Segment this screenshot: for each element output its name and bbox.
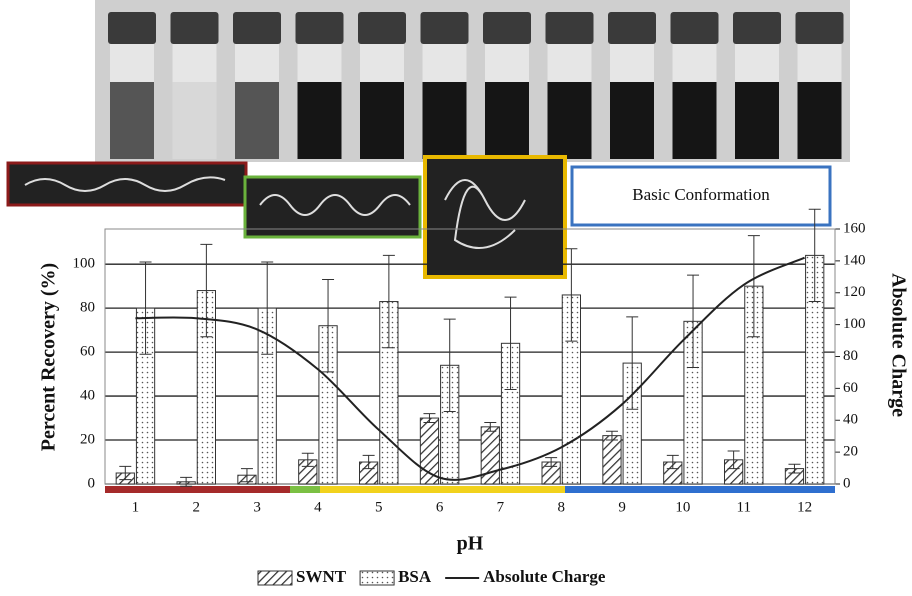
vial-liquid bbox=[110, 82, 154, 159]
vial-liquid bbox=[298, 82, 342, 159]
x-tick-label: 12 bbox=[797, 499, 812, 515]
x-tick-label: 1 bbox=[132, 499, 140, 515]
y2-tick-label: 120 bbox=[843, 284, 866, 300]
vial-cap bbox=[421, 12, 469, 44]
ph-band bbox=[320, 486, 565, 493]
vial-cap bbox=[733, 12, 781, 44]
vial-cap bbox=[671, 12, 719, 44]
y-tick-label: 20 bbox=[80, 431, 95, 447]
x-tick-label: 6 bbox=[436, 499, 444, 515]
vial-cap bbox=[108, 12, 156, 44]
legend-label: Absolute Charge bbox=[483, 567, 606, 586]
y2-tick-label: 160 bbox=[843, 220, 866, 236]
acid-conformation-image bbox=[8, 163, 246, 205]
charge-line bbox=[135, 258, 804, 480]
vial-liquid bbox=[173, 82, 217, 159]
bar bbox=[481, 427, 499, 484]
vial-liquid bbox=[548, 82, 592, 159]
vial-cap bbox=[796, 12, 844, 44]
vial-liquid bbox=[735, 82, 779, 159]
vial-liquid bbox=[798, 82, 842, 159]
vial-liquid bbox=[610, 82, 654, 159]
legend-label: SWNT bbox=[296, 567, 347, 586]
legend-swatch bbox=[360, 571, 394, 585]
vial-cap bbox=[483, 12, 531, 44]
vial-liquid bbox=[485, 82, 529, 159]
native-conformation-image bbox=[425, 157, 565, 277]
y-tick-label: 40 bbox=[80, 388, 95, 404]
x-tick-label: 11 bbox=[737, 499, 751, 515]
y2-tick-label: 100 bbox=[843, 316, 866, 332]
y2-tick-label: 80 bbox=[843, 348, 858, 364]
x-tick-label: 2 bbox=[193, 499, 201, 515]
vial-cap bbox=[296, 12, 344, 44]
y2-tick-label: 60 bbox=[843, 380, 858, 396]
x-tick-label: 8 bbox=[558, 499, 566, 515]
intermediate-conformation-image bbox=[245, 177, 420, 237]
x-tick-label: 4 bbox=[314, 499, 322, 515]
ph-band bbox=[565, 486, 835, 493]
vial-cap bbox=[546, 12, 594, 44]
ph-band bbox=[105, 486, 290, 493]
vial-cap bbox=[608, 12, 656, 44]
bar bbox=[603, 436, 621, 484]
y2-axis-label: Absolute Charge bbox=[887, 273, 909, 417]
x-tick-label: 9 bbox=[618, 499, 626, 515]
x-tick-label: 5 bbox=[375, 499, 383, 515]
annotation: Basic Conformation bbox=[632, 185, 770, 204]
ph-band bbox=[290, 486, 320, 493]
vial-cap bbox=[233, 12, 281, 44]
x-tick-label: 10 bbox=[675, 499, 690, 515]
y2-tick-label: 140 bbox=[843, 252, 866, 268]
x-axis-label: pH bbox=[457, 533, 484, 555]
x-tick-label: 7 bbox=[497, 499, 505, 515]
y-axis-label: Percent Recovery (%) bbox=[38, 263, 60, 451]
y-tick-label: 80 bbox=[80, 300, 95, 316]
vial-liquid bbox=[360, 82, 404, 159]
vial-cap bbox=[358, 12, 406, 44]
x-tick-label: 3 bbox=[253, 499, 261, 515]
vial-photo bbox=[95, 0, 850, 162]
legend-label: BSA bbox=[398, 567, 432, 586]
vial-cap bbox=[171, 12, 219, 44]
y2-tick-label: 20 bbox=[843, 444, 858, 460]
y2-tick-label: 0 bbox=[843, 475, 851, 491]
chart: Basic Conformation pH Percent Recovery (… bbox=[0, 0, 912, 596]
y-tick-label: 0 bbox=[88, 475, 96, 491]
y2-tick-label: 40 bbox=[843, 412, 858, 428]
vial-liquid bbox=[235, 82, 279, 159]
y-tick-label: 60 bbox=[80, 344, 95, 360]
y-tick-label: 100 bbox=[73, 256, 96, 272]
legend-swatch bbox=[258, 571, 292, 585]
vial-liquid bbox=[673, 82, 717, 159]
vial-liquid bbox=[423, 82, 467, 159]
